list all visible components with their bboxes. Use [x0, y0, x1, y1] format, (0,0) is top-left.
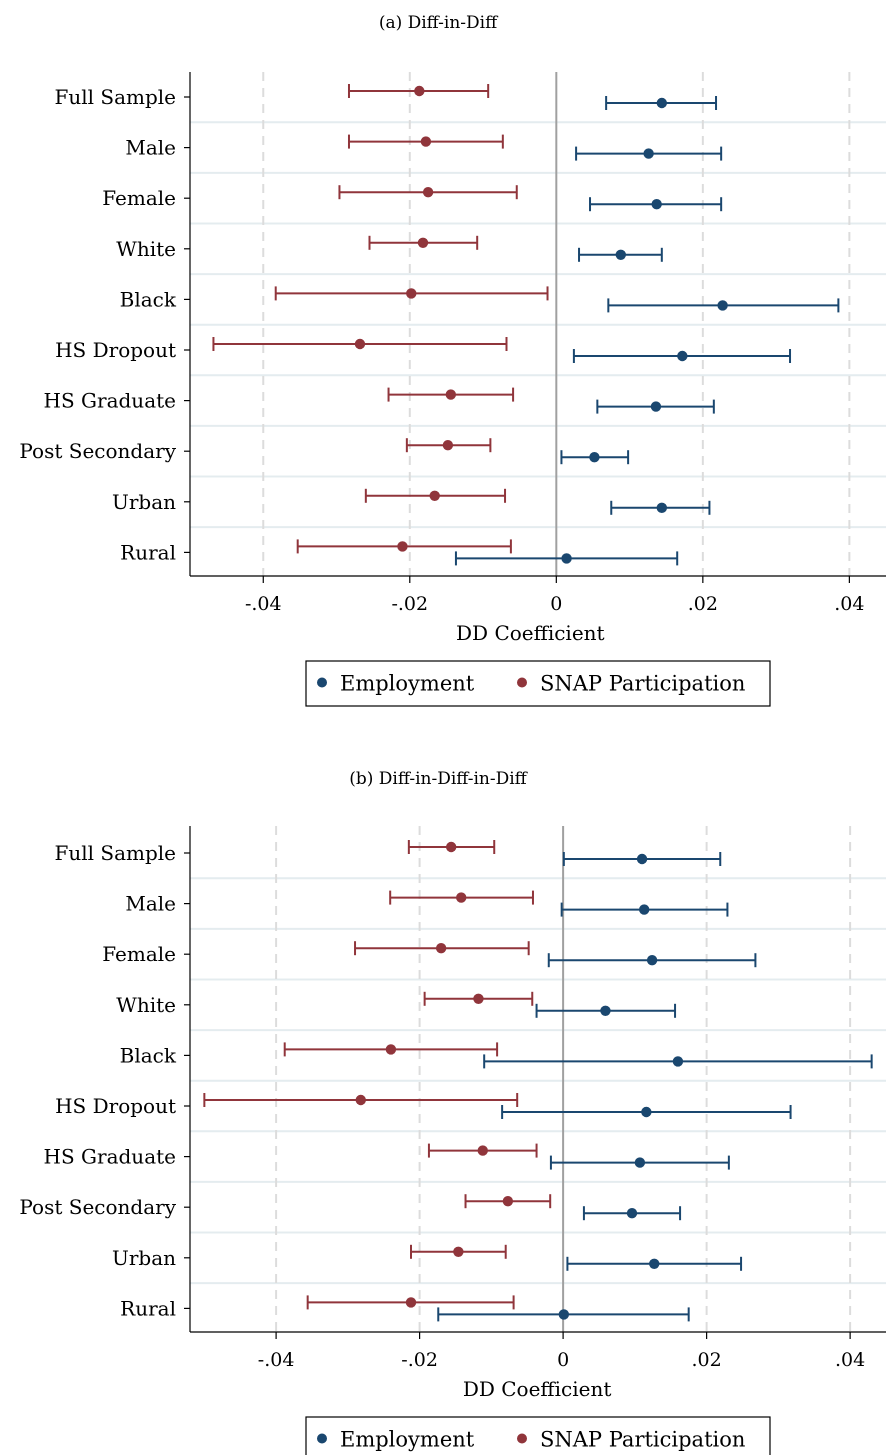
legend-marker [517, 1433, 527, 1444]
x-tick-label: .02 [692, 1349, 722, 1371]
point-estimate [589, 452, 600, 463]
category-label: Urban [112, 1246, 176, 1270]
x-axis-label: DD Coefficient [463, 1377, 612, 1401]
series-employment [437, 852, 873, 1322]
legend-box [305, 1416, 771, 1455]
point-estimate [641, 1106, 652, 1118]
legend-marker [317, 677, 327, 688]
x-tick-label: 0 [550, 593, 562, 615]
legend: Employment SNAP Participation [305, 1416, 771, 1455]
point-estimate [406, 288, 417, 299]
category-label: Female [102, 942, 176, 966]
category-label: Male [125, 136, 176, 160]
point-estimate [453, 1246, 464, 1258]
point-estimate [672, 1056, 684, 1067]
point-estimate [656, 97, 668, 109]
category-label: Full Sample [54, 841, 176, 865]
x-tick-label: 0 [557, 1349, 569, 1371]
legend-marker [517, 677, 527, 688]
category-label: Full Sample [54, 85, 176, 109]
point-estimate [435, 943, 447, 954]
point-estimate [626, 1208, 638, 1219]
point-estimate [634, 1157, 646, 1168]
category-label: Rural [120, 1296, 176, 1320]
category-label: Urban [112, 490, 176, 514]
point-estimate [414, 85, 425, 97]
point-estimate [473, 993, 484, 1004]
category-label: HS Dropout [55, 1094, 176, 1118]
x-tick-label: -.02 [401, 1349, 438, 1371]
x-tick-label: .04 [834, 593, 864, 615]
point-estimate [650, 401, 662, 412]
series-employment [454, 96, 840, 566]
series-snap-participation [212, 84, 549, 554]
legend-label: SNAP Participation [540, 672, 745, 696]
panel-a: (a) Diff-in-Diff -.04 -.02 0 .02 .04 DD Coeffi… [19, 13, 886, 707]
legend-label: Employment [340, 672, 475, 696]
point-estimate [643, 148, 654, 159]
legend: Employment SNAP Participation [305, 660, 771, 707]
point-estimate [405, 1297, 417, 1308]
category-label: Rural [120, 540, 176, 564]
x-tick-label: -.02 [391, 593, 428, 615]
point-estimate [445, 841, 457, 853]
point-estimate [354, 338, 366, 350]
point-estimate [477, 1145, 488, 1156]
category-label: HS Graduate [44, 389, 176, 413]
panel-title: (b) Diff-in-Diff-in-Diff [349, 769, 528, 789]
category-label: Black [120, 287, 177, 311]
point-estimate [717, 300, 728, 311]
category-label: Black [120, 1043, 177, 1067]
x-tick-label: .04 [835, 1349, 865, 1371]
point-estimate [445, 389, 457, 400]
point-estimate [656, 502, 668, 513]
point-estimate [417, 237, 429, 248]
category-label: Female [102, 186, 176, 210]
category-label: Male [125, 892, 176, 916]
point-estimate [638, 904, 650, 915]
point-estimate [397, 541, 408, 552]
legend-marker [317, 1433, 327, 1444]
point-estimate [420, 136, 432, 147]
point-estimate [422, 187, 434, 198]
x-tick-label: -.04 [245, 593, 282, 615]
legend-box [305, 660, 771, 707]
category-label: HS Dropout [55, 338, 176, 362]
point-estimate [355, 1094, 366, 1106]
x-tick-label: .02 [688, 593, 718, 615]
point-estimate [456, 892, 467, 903]
point-estimate [636, 853, 648, 865]
category-label: White [116, 237, 176, 261]
category-label: Post Secondary [19, 439, 176, 463]
legend-label: Employment [340, 1428, 475, 1452]
point-estimate [649, 1258, 660, 1270]
point-estimate [502, 1196, 514, 1207]
point-estimate [677, 350, 688, 362]
panel-title: (a) Diff-in-Diff [379, 13, 499, 33]
category-label: Post Secondary [19, 1195, 176, 1219]
panel-b: (b) Diff-in-Diff-in-Diff -.04 -.02 0 .02 .04 D… [19, 769, 886, 1455]
x-axis-label: DD Coefficient [456, 621, 605, 645]
point-estimate [558, 1309, 570, 1320]
point-estimate [646, 955, 658, 966]
category-label: HS Graduate [44, 1145, 176, 1169]
point-estimate [561, 553, 572, 564]
point-estimate [600, 1005, 611, 1016]
point-estimate [429, 490, 440, 501]
series-snap-participation [203, 840, 552, 1310]
point-estimate [651, 199, 662, 210]
category-label: White [116, 993, 176, 1017]
point-estimate [615, 249, 626, 260]
legend-label: SNAP Participation [540, 1428, 745, 1452]
point-estimate [442, 440, 454, 451]
point-estimate [385, 1044, 397, 1055]
x-tick-label: -.04 [258, 1349, 295, 1371]
